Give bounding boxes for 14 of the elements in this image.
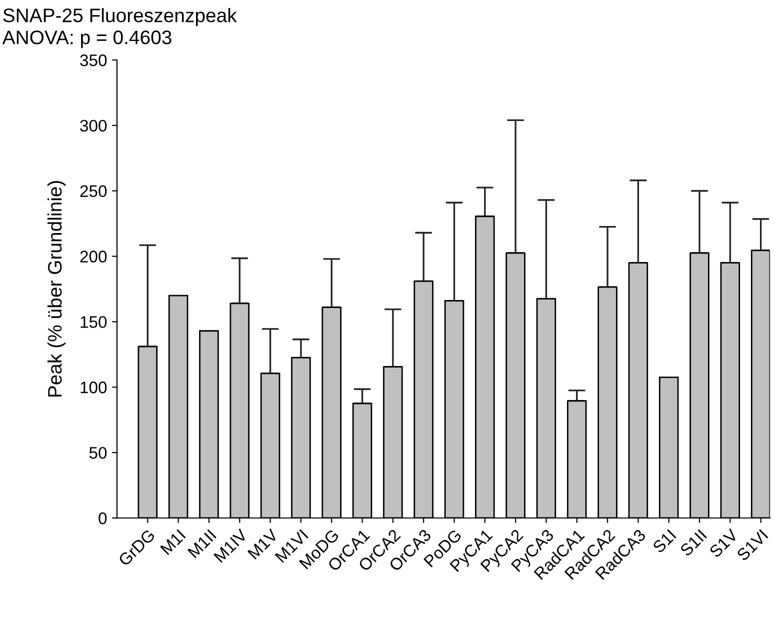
chart-title: SNAP-25 Fluoreszenzpeak xyxy=(3,8,237,26)
y-tick-label: 50 xyxy=(89,446,107,459)
x-tick-label: M1I xyxy=(160,529,186,555)
y-tick-label: 300 xyxy=(80,120,107,132)
x-tick-label: S1II xyxy=(679,529,708,557)
y-tick-label: 100 xyxy=(80,382,107,394)
chart-subtitle: ANOVA: p = 0.4603 xyxy=(2,30,172,48)
y-tick-label: 150 xyxy=(80,316,107,328)
y-tick-label: 250 xyxy=(80,185,107,198)
y-tick-label: 350 xyxy=(80,54,107,66)
y-tick-label: 0 xyxy=(98,512,107,524)
y-axis-title: Peak (% über Grundlinie) xyxy=(47,181,66,397)
y-tick-label: 200 xyxy=(80,250,107,262)
x-tick-label: S1I xyxy=(652,529,676,554)
